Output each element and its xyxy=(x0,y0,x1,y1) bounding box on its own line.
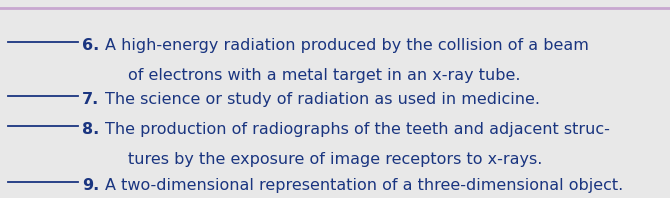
Text: 8.: 8. xyxy=(82,122,99,137)
Text: A two-dimensional representation of a three-dimensional object.: A two-dimensional representation of a th… xyxy=(105,178,623,193)
Text: The production of radiographs of the teeth and adjacent struc-: The production of radiographs of the tee… xyxy=(105,122,610,137)
Text: tures by the exposure of image receptors to x-rays.: tures by the exposure of image receptors… xyxy=(128,152,543,167)
Text: 7.: 7. xyxy=(82,92,99,107)
Text: The science or study of radiation as used in medicine.: The science or study of radiation as use… xyxy=(105,92,540,107)
Text: of electrons with a metal target in an x-ray tube.: of electrons with a metal target in an x… xyxy=(128,68,521,83)
Text: 9.: 9. xyxy=(82,178,99,193)
Text: 6.: 6. xyxy=(82,38,99,53)
Text: A high-energy radiation produced by the collision of a beam: A high-energy radiation produced by the … xyxy=(105,38,589,53)
